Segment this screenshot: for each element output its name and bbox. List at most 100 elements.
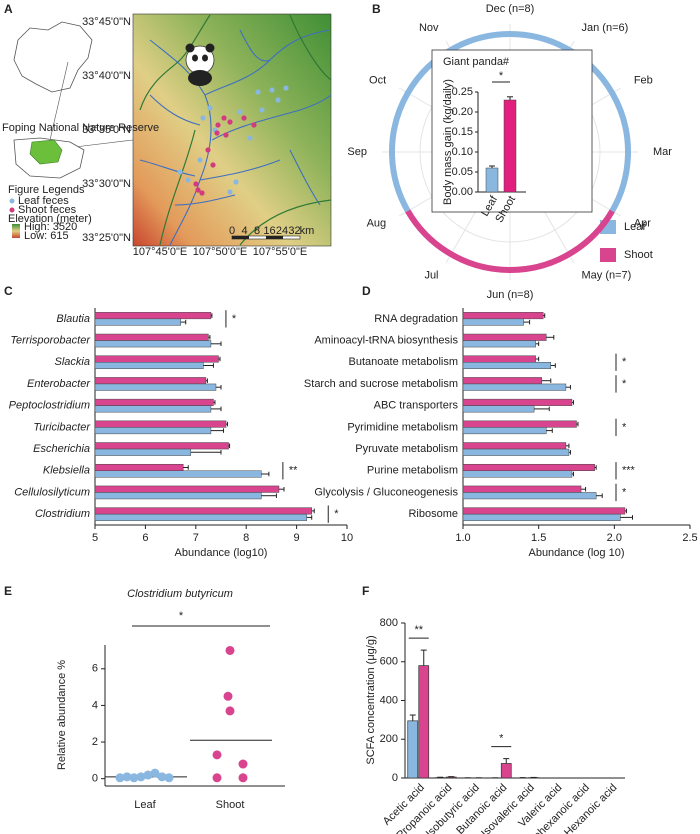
y-tick-label: 4 — [92, 699, 98, 711]
bar — [462, 492, 597, 500]
scale-label: 16 — [263, 225, 275, 237]
x-tick-label: 6 — [142, 532, 148, 544]
sample-point — [200, 115, 206, 121]
bar — [94, 492, 262, 500]
significance: * — [622, 421, 627, 433]
legend-dot — [9, 198, 15, 204]
month-label: Mar — [653, 146, 672, 158]
significance: ** — [414, 624, 423, 636]
x-axis-label: Abundance (log 10) — [528, 547, 624, 559]
data-point — [164, 773, 174, 783]
data-point — [225, 645, 235, 655]
sample-point — [197, 157, 203, 163]
x-tick-label: Leaf — [134, 799, 156, 811]
data-point — [238, 773, 248, 783]
y-tick-label: 2 — [92, 736, 98, 748]
y-tick-label: Glycolysis / Gluconeogenesis — [314, 486, 458, 498]
month-label: Oct — [369, 74, 386, 86]
x-tick-label: Shoot — [216, 799, 245, 811]
significance: * — [334, 508, 339, 520]
map-art — [12, 13, 332, 247]
significance: * — [232, 313, 237, 325]
x-tick-label: 10 — [341, 532, 353, 544]
bar — [94, 463, 184, 471]
bar — [94, 318, 181, 326]
bar — [462, 485, 582, 493]
x-tick-label: 1.5 — [531, 532, 546, 544]
sample-point — [199, 190, 205, 196]
y-tick-label: 0.10 — [452, 146, 473, 158]
bar — [485, 167, 499, 193]
y-tick-label: Ribosome — [408, 508, 458, 520]
data-point — [150, 768, 160, 778]
data-point — [136, 772, 146, 782]
panda-icon — [185, 43, 215, 86]
lat-label: 33°35'0"N — [82, 124, 131, 136]
elevation-map — [132, 13, 332, 247]
sample-point — [269, 87, 275, 93]
significance: * — [179, 610, 184, 622]
significance: *** — [622, 465, 636, 477]
chart-title: Clostridium butyricum — [127, 588, 233, 600]
x-axis-label: Abundance (log10) — [175, 547, 268, 559]
sample-point — [275, 97, 281, 103]
data-point — [122, 772, 132, 782]
sample-point — [233, 179, 239, 185]
sample-point — [195, 187, 201, 193]
pointer-line — [49, 61, 69, 141]
bar — [462, 398, 573, 406]
bar — [94, 340, 212, 348]
bar — [94, 427, 212, 435]
sample-point — [215, 122, 221, 128]
data-point — [212, 750, 222, 760]
bar — [94, 355, 219, 363]
month-label: Jan (n=6) — [582, 22, 629, 34]
y-tick-label: 600 — [380, 656, 398, 668]
inset-title: Giant panda# — [443, 56, 510, 68]
y-tick-label: 6 — [92, 663, 98, 675]
scale-label: 8 — [254, 225, 260, 237]
sample-point — [205, 147, 211, 153]
sample-point — [227, 119, 233, 125]
legend-label: Shoot — [624, 249, 653, 261]
month-label: Dec (n=8) — [486, 3, 535, 15]
bar — [462, 355, 536, 363]
y-tick-label: 0.15 — [452, 126, 473, 138]
bar — [462, 362, 552, 370]
lon-label: 107°55'0"E — [253, 246, 307, 258]
bar — [94, 513, 307, 521]
significance: * — [622, 378, 627, 390]
bar — [462, 463, 595, 471]
x-tick-label: 9 — [294, 532, 300, 544]
bar — [94, 507, 312, 515]
data-point — [143, 770, 153, 780]
x-tick-label: 7 — [193, 532, 199, 544]
reserve-shape — [29, 139, 63, 165]
legend-label: Leaf feces — [18, 195, 69, 207]
bar — [94, 442, 229, 450]
legend-swatch — [600, 248, 616, 262]
scale-label: 24 — [276, 225, 288, 237]
significance: ** — [289, 465, 298, 477]
sample-point — [193, 181, 199, 187]
china-outline — [13, 21, 93, 93]
data-point — [129, 773, 139, 783]
sample-point — [185, 177, 191, 183]
bar — [462, 340, 536, 348]
y-tick-label: Pyruvate metabolism — [355, 443, 458, 455]
significance: * — [499, 733, 504, 745]
y-tick-label: Enterobacter — [27, 378, 91, 390]
y-tick-label: 800 — [380, 617, 398, 629]
sample-point — [237, 109, 243, 115]
y-tick-label: RNA degradation — [374, 313, 458, 325]
lat-label: 33°45'0"N — [82, 16, 131, 28]
sample-point — [247, 135, 253, 141]
rivers — [139, 29, 332, 246]
bar — [94, 362, 204, 370]
sample-point — [214, 130, 220, 136]
month-label: Jul — [424, 270, 438, 282]
bar — [503, 99, 517, 193]
bar — [418, 665, 430, 779]
